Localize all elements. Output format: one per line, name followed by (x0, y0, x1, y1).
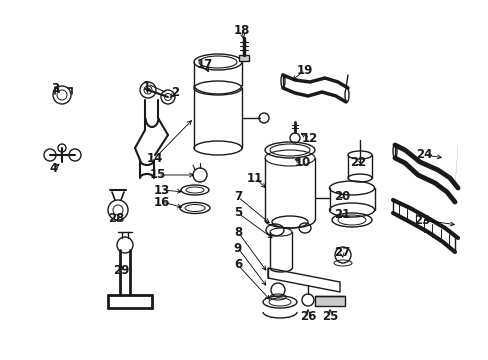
Text: 25: 25 (321, 310, 338, 323)
Text: 22: 22 (349, 157, 366, 170)
Text: 21: 21 (333, 207, 349, 220)
Bar (239, 55, 248, 61)
Text: 12: 12 (301, 131, 318, 144)
Text: 28: 28 (107, 211, 124, 225)
Text: 16: 16 (154, 195, 170, 208)
Text: 7: 7 (233, 190, 242, 203)
Text: 19: 19 (296, 63, 312, 77)
Text: 10: 10 (294, 157, 310, 170)
Text: 8: 8 (233, 225, 242, 238)
Text: 2: 2 (171, 86, 179, 99)
Text: 29: 29 (113, 264, 129, 276)
Text: 18: 18 (233, 23, 250, 36)
Text: 27: 27 (333, 247, 349, 260)
Text: 26: 26 (299, 310, 316, 323)
Text: 15: 15 (149, 168, 166, 181)
Text: 24: 24 (415, 148, 431, 162)
Text: 11: 11 (246, 171, 263, 184)
Text: 3: 3 (51, 81, 59, 94)
Text: 5: 5 (233, 207, 242, 220)
Text: 9: 9 (233, 242, 242, 255)
Text: 20: 20 (333, 189, 349, 202)
Text: 13: 13 (154, 184, 170, 197)
Text: 1: 1 (142, 81, 151, 94)
Text: 23: 23 (413, 213, 429, 226)
Text: 14: 14 (146, 152, 163, 165)
Text: 6: 6 (233, 258, 242, 271)
Text: 17: 17 (197, 58, 213, 72)
Bar (314, 296, 345, 306)
Text: 4: 4 (50, 162, 58, 175)
